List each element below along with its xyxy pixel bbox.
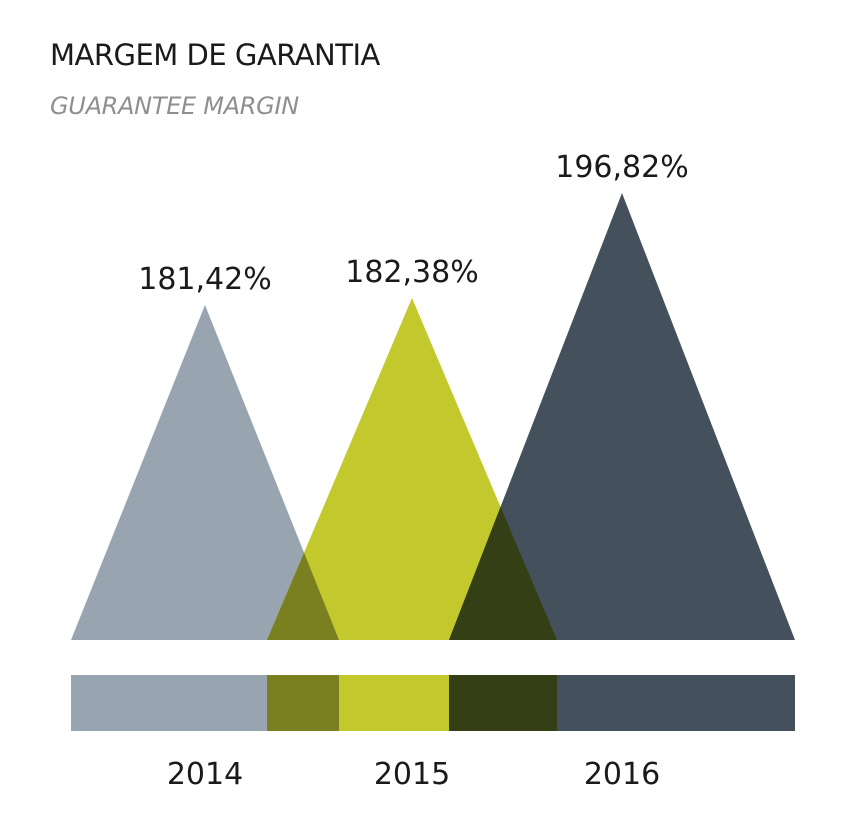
chart-title: MARGEM DE GARANTIA (50, 38, 380, 72)
band-segment-overlap-2014-2015 (267, 675, 339, 731)
triangle-2014 (71, 305, 339, 640)
overlap-marks (267, 506, 557, 640)
value-label-2016: 196,82% (555, 150, 688, 185)
color-band (71, 675, 795, 731)
overlap-2014-2015 (267, 552, 339, 640)
triangle-2016 (449, 193, 795, 640)
chart-subtitle: GUARANTEE MARGIN (50, 92, 299, 120)
band-segment-2016 (557, 675, 795, 731)
year-labels: 2014 2015 2016 (167, 757, 660, 792)
year-label-2015: 2015 (374, 757, 450, 792)
value-label-2014: 181,42% (138, 262, 271, 297)
band-segment-2014 (71, 675, 267, 731)
value-label-2015: 182,38% (345, 255, 478, 290)
band-segment-overlap-2015-2016 (449, 675, 557, 731)
value-labels: 181,42% 182,38% 196,82% (138, 150, 688, 297)
band-segment-2015 (339, 675, 449, 731)
year-label-2016: 2016 (584, 757, 660, 792)
year-label-2014: 2014 (167, 757, 243, 792)
overlap-2015-2016 (449, 506, 557, 640)
